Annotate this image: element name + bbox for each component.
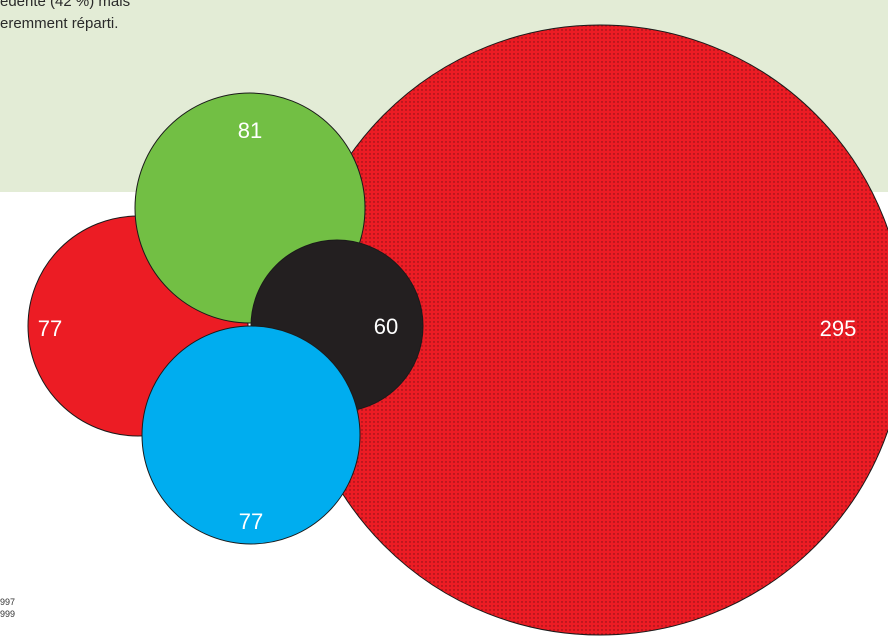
intro-text: édente (42 %) mais eremment réparti. [0, 0, 300, 35]
bubble-77-red-label: 77 [38, 316, 62, 341]
intro-line-2: eremment réparti. [0, 15, 119, 32]
bubble-295-label: 295 [820, 316, 857, 341]
footnote: 997 999 [0, 596, 15, 620]
bubble-77-blue [141, 325, 361, 545]
bubble-77-blue-label: 77 [239, 509, 263, 534]
bubble-60-black-label: 60 [374, 314, 398, 339]
footnote-line-2: 999 [0, 609, 16, 619]
footnote-line-1: 997 [0, 597, 16, 607]
intro-line-1: édente (42 %) mais [0, 0, 131, 10]
bubble-81-green-label: 81 [238, 118, 262, 143]
